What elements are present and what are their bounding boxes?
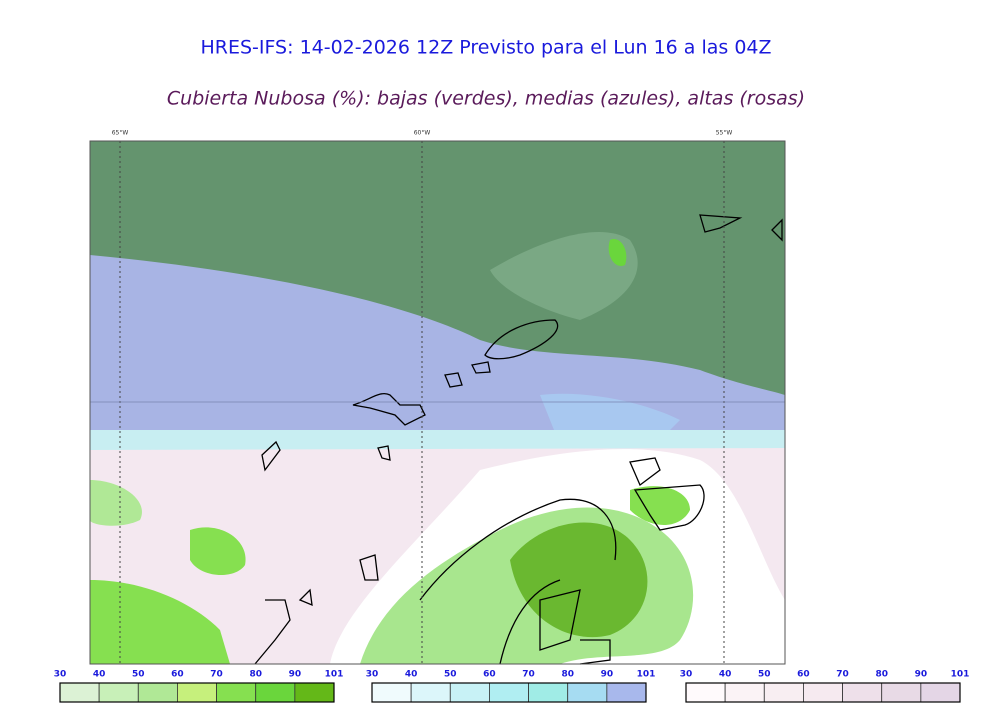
colorbar-swatch (881, 682, 922, 703)
low-cloud-edge (490, 231, 638, 320)
colorbar-label: 40 (405, 670, 418, 680)
colorbar-swatch (410, 682, 451, 703)
colorbar-label: 80 (561, 670, 574, 680)
map-area: 65°W 60°W 55°W (89, 130, 786, 665)
colorbar-label: 80 (875, 670, 888, 680)
title: HRES-IFS: 14-02-2026 12Z Previsto para e… (200, 37, 771, 59)
colorbar-swatch (606, 682, 647, 703)
colorbar-swatch (371, 682, 412, 703)
colorbar-swatch (528, 682, 569, 703)
coastlines (254, 214, 783, 665)
colorbar-label: 40 (93, 670, 106, 680)
colorbar-label: 60 (171, 670, 184, 680)
colorbar-label: 60 (797, 670, 810, 680)
colorbar-label: 70 (210, 670, 223, 680)
colorbar-label: 50 (132, 670, 145, 680)
longitude-label: 55°W (716, 130, 733, 137)
colorbar-label: 101 (637, 670, 656, 680)
colorbar-label: 30 (54, 670, 67, 680)
colorbar-label: 80 (249, 670, 262, 680)
colorbar-swatch (449, 682, 490, 703)
colorbar-frame (371, 682, 647, 703)
colorbar-swatch (842, 682, 883, 703)
colorbar-swatch (763, 682, 804, 703)
longitude-label: 60°W (414, 130, 431, 137)
colorbar-swatch (255, 682, 296, 703)
low-cloud-blob (630, 486, 690, 525)
colorbar-label: 90 (601, 670, 614, 680)
low-cloud-blob (608, 239, 627, 266)
colorbar-label: 30 (366, 670, 379, 680)
colorbar-label: 60 (483, 670, 496, 680)
colorbar-swatch (803, 682, 843, 703)
colorbar-swatch (137, 682, 178, 703)
longitude-label: 65°W (112, 130, 129, 137)
colorbar-swatch (567, 682, 608, 703)
colorbar-label: 90 (289, 670, 302, 680)
colorbar-swatch (489, 682, 529, 703)
colorbar-label: 101 (951, 670, 970, 680)
colorbar-swatch (685, 682, 726, 703)
low-cloud-w (90, 480, 142, 526)
colorbar-swatch (724, 682, 765, 703)
colorbar-swatch (59, 682, 100, 703)
mid-cloud-edge (90, 430, 785, 450)
colorbar-swatch (98, 682, 139, 703)
low-cloud-sw (90, 580, 230, 664)
colorbar-frame (59, 682, 335, 703)
subtitle: Cubierta Nubosa (%): bajas (verdes), med… (167, 88, 805, 110)
colorbar-label: 50 (444, 670, 457, 680)
colorbar-label: 70 (836, 670, 849, 680)
colorbar-label: 70 (522, 670, 535, 680)
map-frame (89, 140, 786, 665)
mid-cloud-band (90, 255, 785, 445)
colorbar-label: 40 (719, 670, 732, 680)
meridians (119, 141, 725, 664)
colorbar-label: 30 (680, 670, 693, 680)
colorbar-label: 50 (758, 670, 771, 680)
colorbar-frame (685, 682, 961, 703)
low-cloud-core (510, 522, 648, 638)
colorbar-swatch (294, 682, 335, 703)
colorbar-swatch (216, 682, 257, 703)
colorbars: 30 40 50 60 70 80 90 101 30 40 50 60 70 80 90 101 30 40 50… (54, 670, 970, 703)
colorbar-label: 101 (325, 670, 344, 680)
low-cloud-blob (190, 527, 246, 576)
colorbar-label: 90 (915, 670, 928, 680)
colorbar-swatch (177, 682, 217, 703)
colorbar-swatch (920, 682, 961, 703)
